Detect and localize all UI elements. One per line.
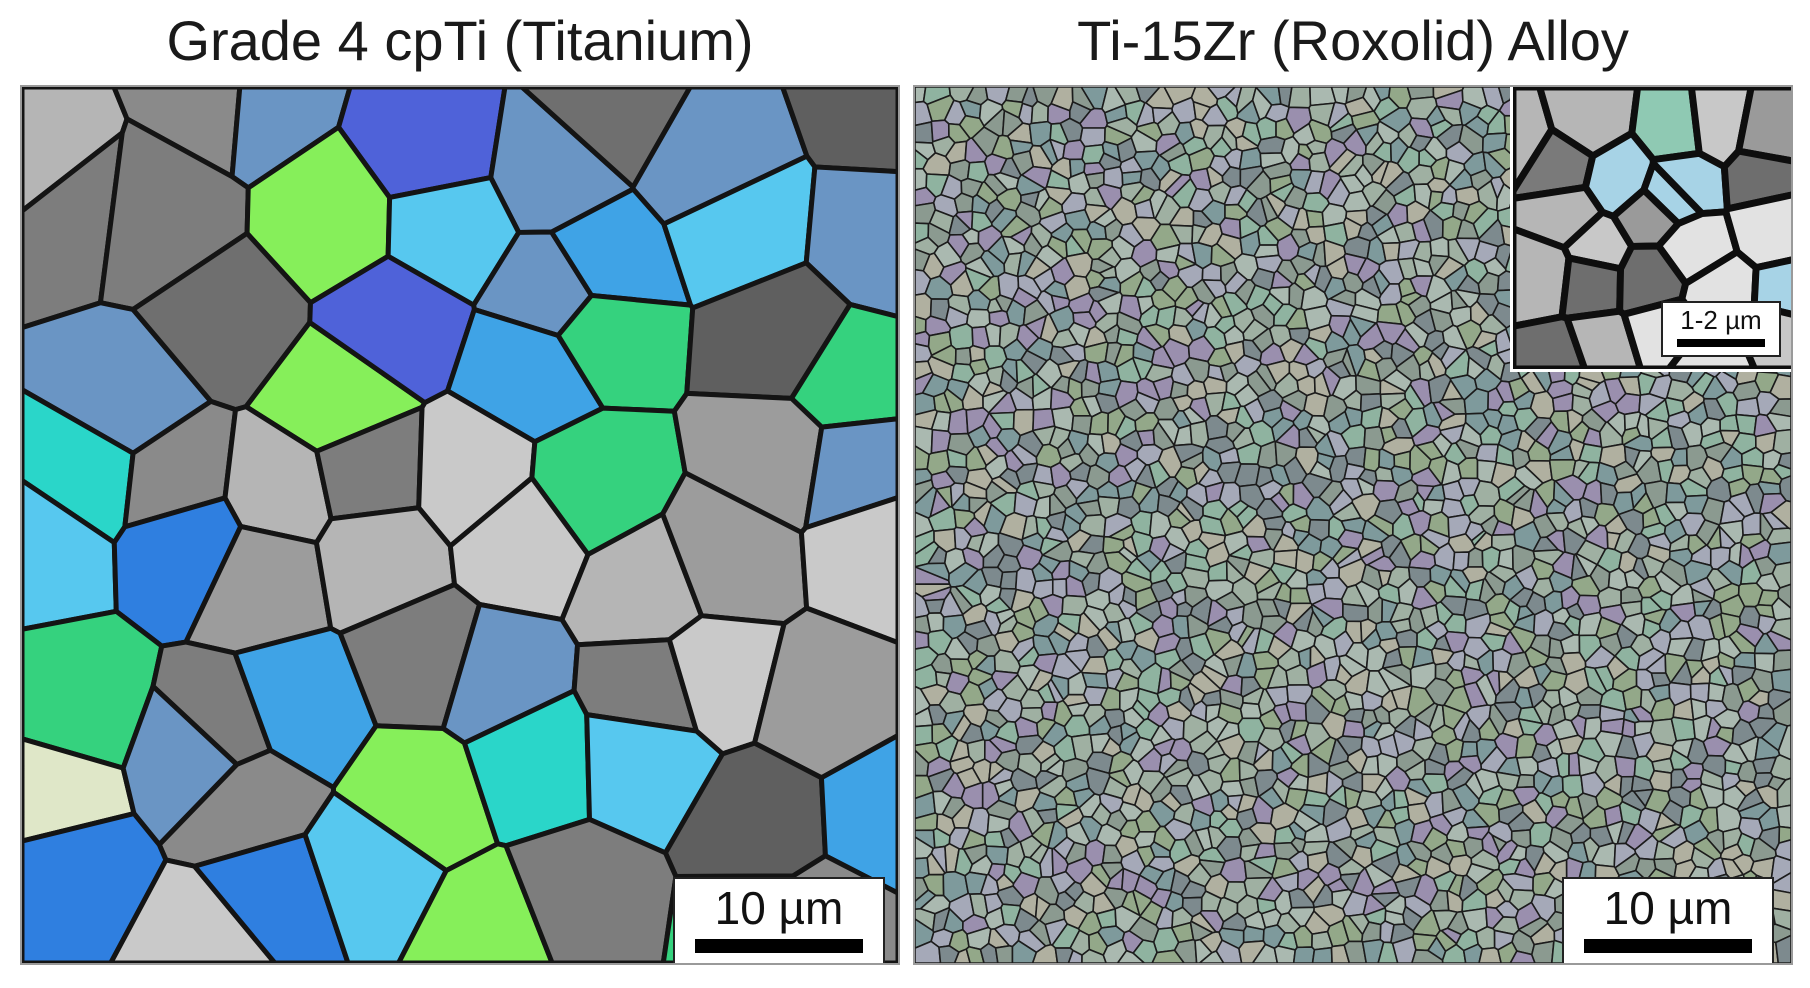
inset-scale-bar-line	[1677, 339, 1765, 347]
roxolid-micrograph: 1-2 µm 10 µm	[913, 85, 1793, 965]
cpti-grain-map	[22, 87, 898, 963]
right-panel-title: Ti-15Zr (Roxolid) Alloy	[1077, 9, 1629, 72]
left-scale-bar-label: 10 µm	[714, 882, 844, 934]
cpti-micrograph: 10 µm	[20, 85, 900, 965]
right-scale-bar-label: 10 µm	[1603, 882, 1733, 934]
left-panel-title: Grade 4 cpTi (Titanium)	[166, 9, 754, 72]
left-scale-bar-line	[695, 939, 863, 953]
right-scale-bar: 10 µm	[1562, 877, 1774, 963]
inset-scale-bar: 1-2 µm	[1661, 301, 1781, 357]
roxolid-inset-magnified: 1-2 µm	[1510, 87, 1791, 372]
left-scale-bar: 10 µm	[673, 877, 885, 963]
inset-scale-bar-label: 1-2 µm	[1680, 305, 1762, 335]
right-scale-bar-line	[1584, 939, 1752, 953]
